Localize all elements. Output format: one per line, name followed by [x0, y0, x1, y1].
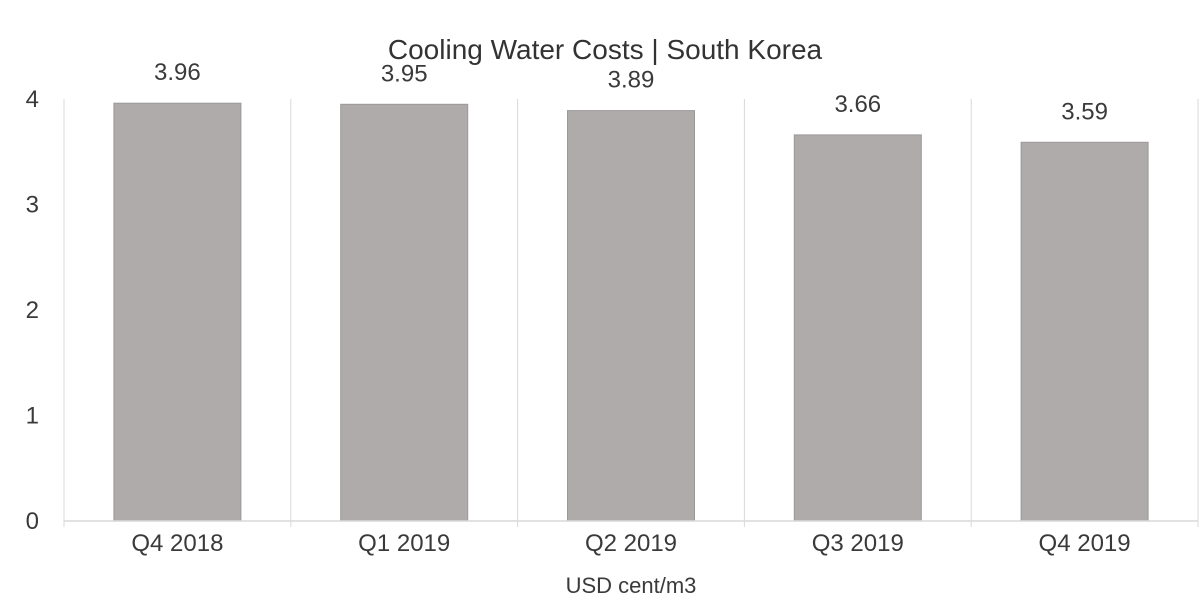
data-label: 3.96	[154, 59, 201, 86]
data-label: 3.59	[1061, 98, 1108, 125]
bar-q4-2019	[1020, 141, 1149, 522]
x-tick-label: Q1 2019	[358, 530, 450, 557]
data-label: 3.95	[381, 60, 428, 87]
data-label: 3.66	[834, 91, 881, 118]
data-label: 3.89	[608, 67, 655, 94]
x-tick-label: Q3 2019	[812, 530, 904, 557]
y-tick-label: 3	[26, 192, 39, 219]
x-axis-ticks: Q4 2018 Q1 2019 Q2 2019 Q3 2019 Q4 2019	[131, 530, 1130, 557]
x-tick-label: Q4 2018	[131, 530, 223, 557]
y-axis-ticks: 0 1 2 3 4	[26, 86, 39, 535]
bars	[113, 102, 1149, 522]
x-axis-title: USD cent/m3	[566, 573, 697, 598]
bar-q1-2019	[340, 103, 469, 522]
bar-q3-2019	[793, 134, 922, 522]
data-labels: 3.96 3.95 3.89 3.66 3.59	[154, 59, 1108, 125]
x-tick-label: Q2 2019	[585, 530, 677, 557]
x-tick-label: Q4 2019	[1039, 530, 1131, 557]
y-tick-label: 1	[26, 403, 39, 430]
y-tick-label: 2	[26, 297, 39, 324]
bar-q4-2018	[113, 102, 242, 522]
chart-title: Cooling Water Costs | South Korea	[388, 34, 823, 65]
y-tick-label: 4	[26, 86, 39, 113]
y-tick-label: 0	[26, 508, 39, 535]
bar-q2-2019	[567, 110, 695, 522]
gridlines	[63, 99, 1199, 527]
